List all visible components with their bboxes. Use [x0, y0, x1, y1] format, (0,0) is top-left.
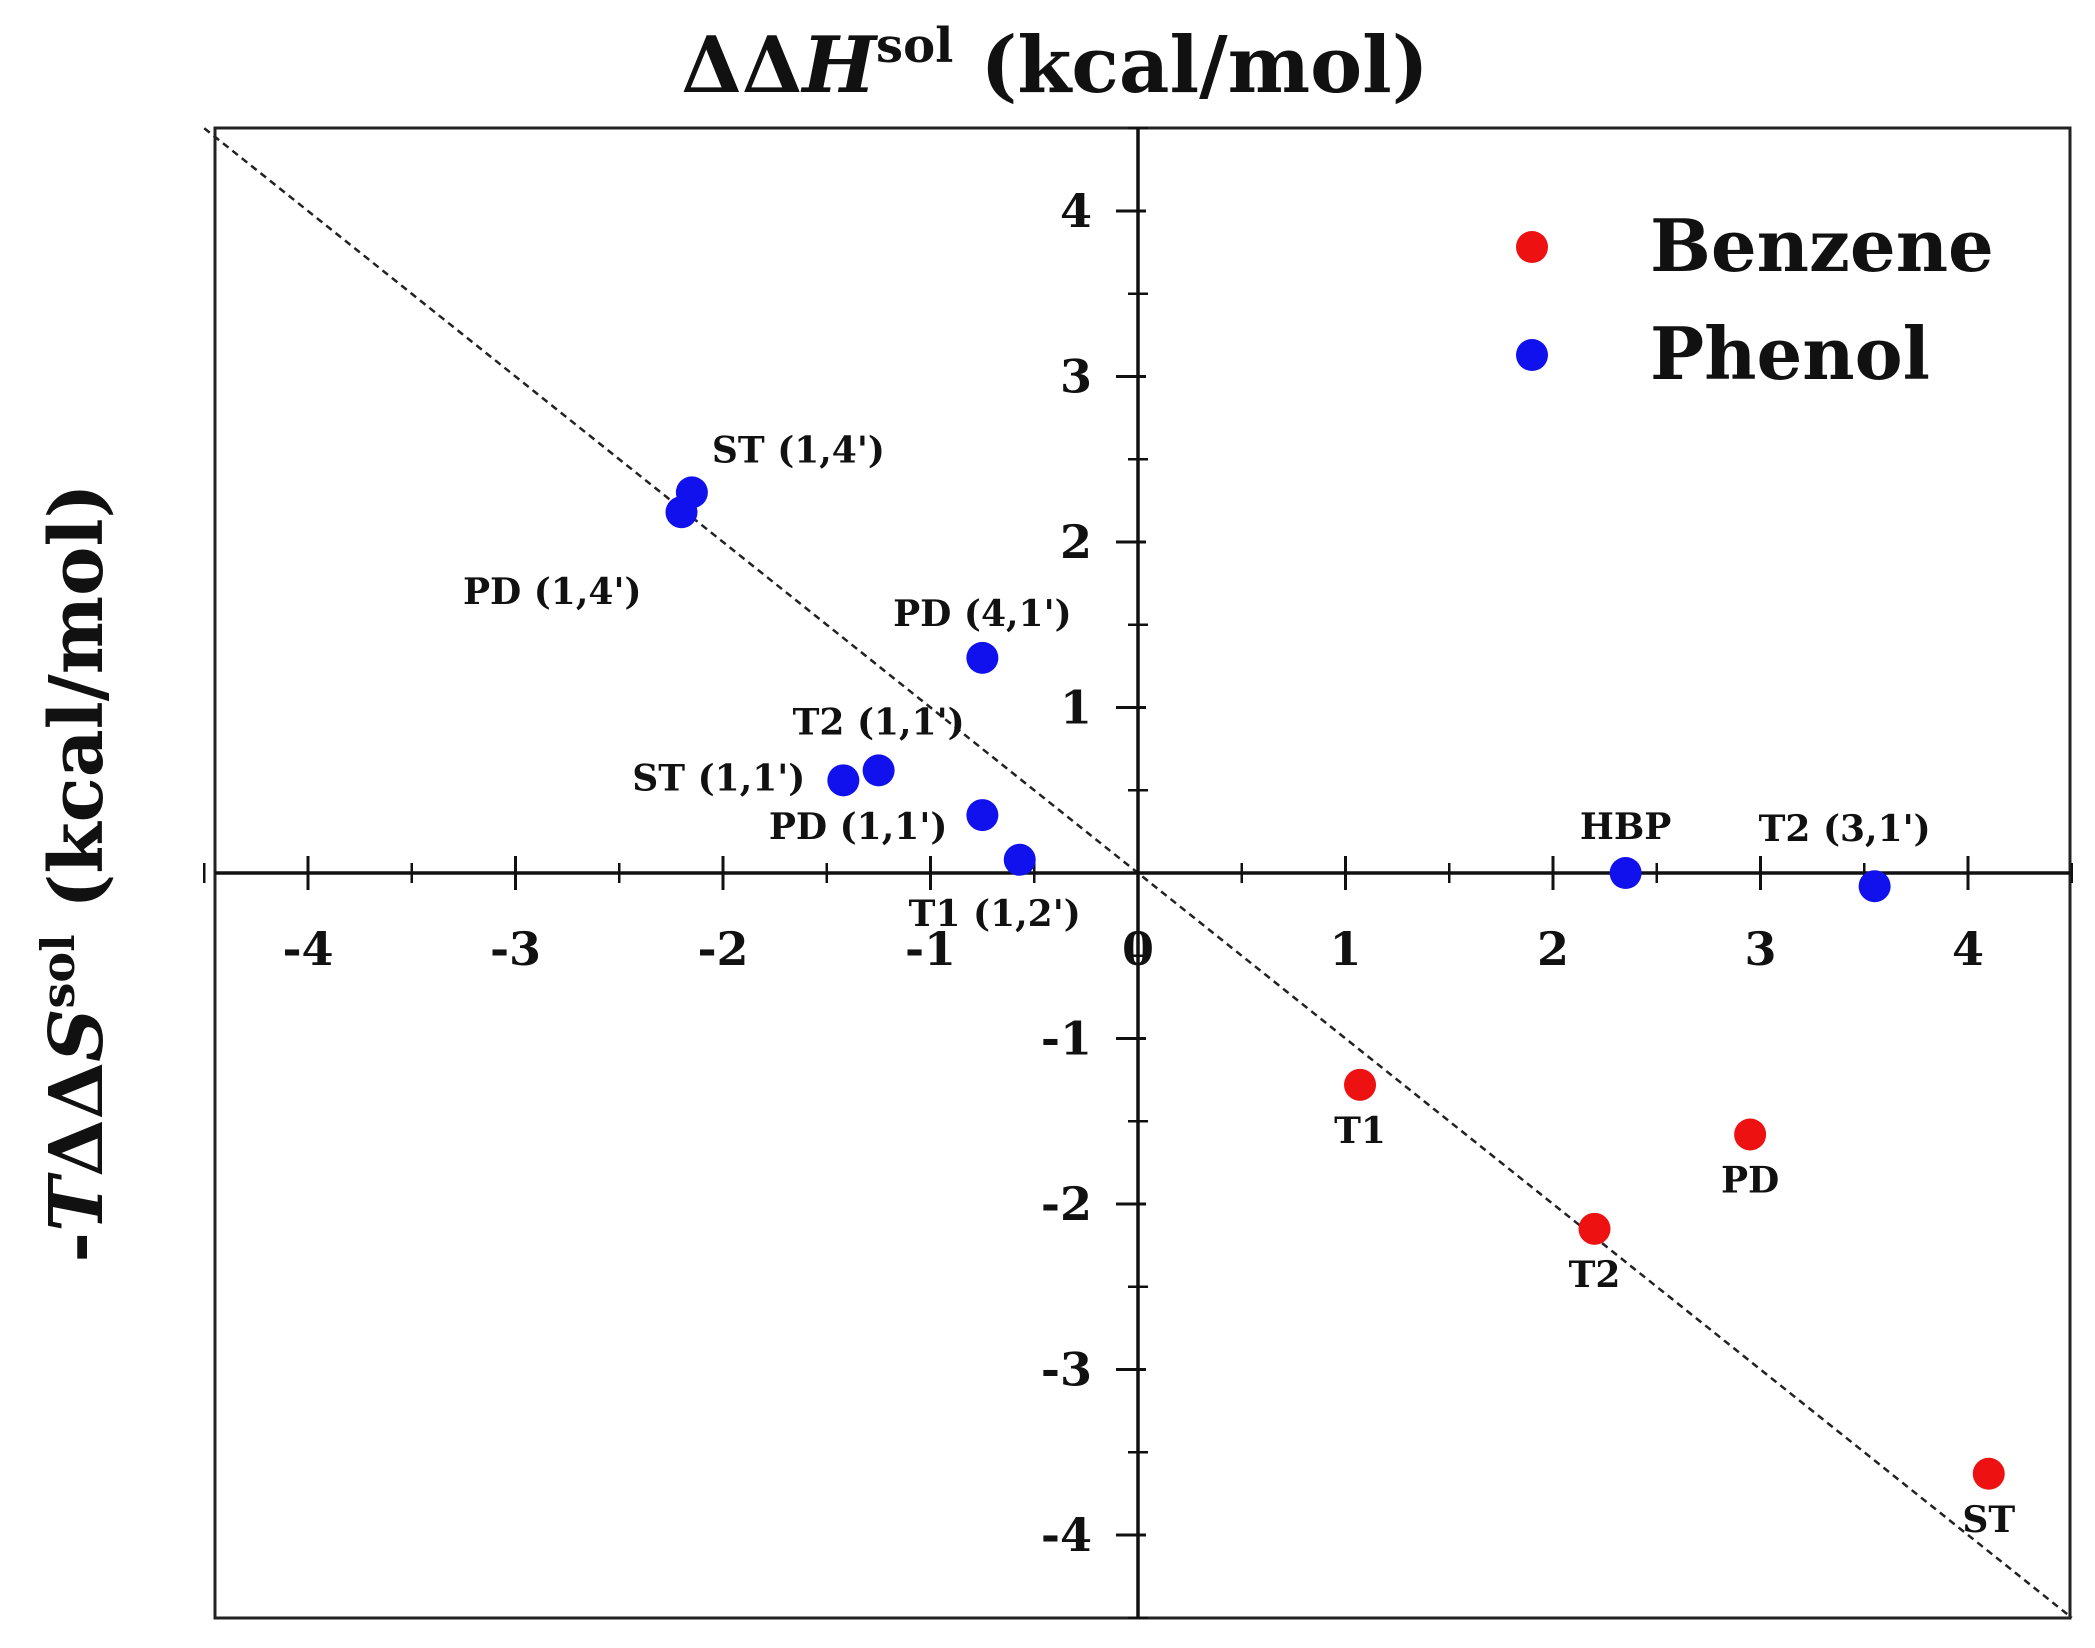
- benzene-point: [1344, 1068, 1377, 1101]
- point-label: T1: [1334, 1110, 1386, 1152]
- point-label: HBP: [1580, 806, 1672, 848]
- x-tick-label: -2: [697, 922, 748, 976]
- legend-marker-phenol: [1516, 339, 1548, 371]
- x-tick-label: -4: [282, 922, 333, 976]
- point-label: ST (1,1'): [632, 757, 805, 799]
- phenol-point: [1858, 870, 1891, 903]
- point-label: T2: [1569, 1254, 1621, 1296]
- x-tick-label: 1: [1329, 922, 1361, 976]
- y-tick-label: 4: [1060, 184, 1092, 238]
- y-tick-label: 3: [1060, 350, 1092, 404]
- legend-label-phenol: Phenol: [1650, 311, 1930, 396]
- point-labels-group: T1 PD T2 ST ST (1,4') PD (1,4') PD (4,1') T2 (1…: [463, 429, 2015, 1540]
- phenol-point: [966, 641, 999, 674]
- point-label: ST: [1962, 1499, 2015, 1541]
- x-tick-label: 4: [1952, 922, 1984, 976]
- legend: Benzene Phenol: [1516, 203, 1994, 396]
- point-label: T2 (1,1'): [793, 701, 965, 743]
- phenol-point: [862, 754, 895, 787]
- point-label: PD (1,1'): [769, 806, 948, 848]
- y-tick-label: 2: [1060, 515, 1092, 569]
- phenol-point: [827, 764, 860, 797]
- phenol-point: [1003, 843, 1036, 876]
- benzene-point: [1578, 1212, 1611, 1245]
- y-tick-label: -4: [1041, 1508, 1092, 1562]
- x-tick-label: 0: [1122, 922, 1154, 976]
- legend-label-benzene: Benzene: [1650, 203, 1994, 288]
- y-tick-label: -2: [1041, 1177, 1092, 1231]
- phenol-point: [665, 496, 698, 529]
- point-label: PD: [1721, 1159, 1779, 1201]
- point-label: T2 (3,1'): [1759, 808, 1931, 850]
- data-points-group: [665, 476, 2005, 1490]
- x-tick-label: 3: [1744, 922, 1776, 976]
- point-label: T1 (1,2'): [909, 893, 1081, 935]
- point-label: PD (4,1'): [893, 593, 1072, 635]
- y-tick-label: 1: [1060, 681, 1092, 735]
- axes-group: -4 -3 -2 -1 0 1 2 3 4 -4 -3 -2 -1 1 2 3 4: [203, 127, 2073, 1619]
- benzene-point: [1972, 1457, 2005, 1490]
- point-label: ST (1,4'): [712, 429, 885, 471]
- x-tick-label: -3: [490, 922, 541, 976]
- phenol-point: [1609, 857, 1642, 889]
- x-tick-label: 2: [1537, 922, 1569, 976]
- x-axis-title: ΔΔHsol (kcal/mol): [681, 18, 1428, 111]
- phenol-point: [966, 799, 999, 832]
- legend-marker-benzene: [1516, 231, 1548, 263]
- y-axis-title: -TΔΔSsol (kcal/mol): [31, 483, 120, 1262]
- y-tick-label: -1: [1041, 1012, 1092, 1066]
- y-tick-label: -3: [1041, 1343, 1092, 1397]
- x-tick-label: -1: [905, 922, 956, 976]
- point-label: PD (1,4'): [463, 571, 642, 613]
- benzene-point: [1734, 1118, 1767, 1151]
